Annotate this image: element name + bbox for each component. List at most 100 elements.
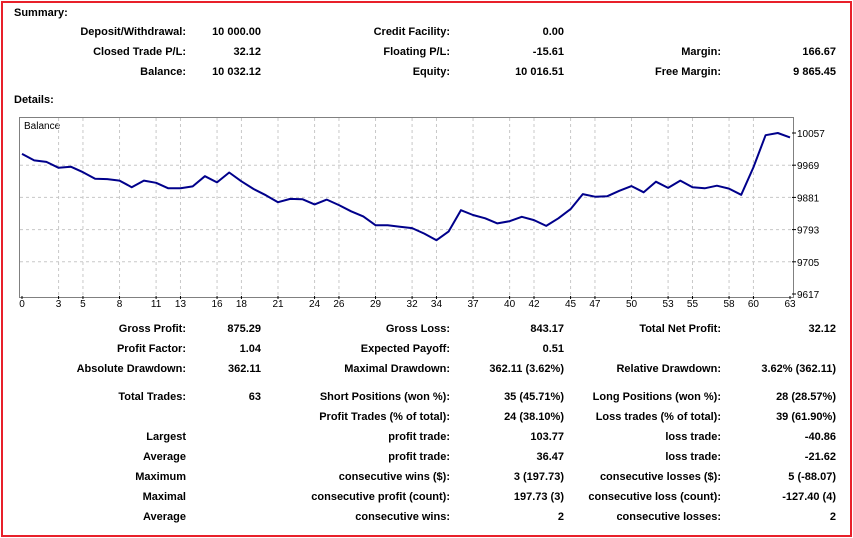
margin-label: Margin: [681,46,721,58]
detail-label-col1: Largest [146,431,186,443]
x-tick-label: 11 [151,299,162,310]
detail-label-col1: Gross Profit: [118,323,186,335]
details-title: Details: [14,94,54,106]
detail-value-col1: 1.04 [239,343,261,355]
x-tick-label: 18 [236,299,248,310]
x-tick-label: 63 [784,299,796,310]
detail-value-col2: 36.47 [536,451,564,463]
detail-value-col2: 0.51 [542,343,564,355]
detail-value-col3: 5 (-88.07) [788,471,836,483]
detail-value-col3: 28 (28.57%) [776,391,836,403]
closed-trade-pl-value: 32.12 [233,46,261,58]
detail-label-col2: consecutive wins: [355,511,450,523]
equity-value: 10 016.51 [515,66,564,78]
detail-label-col2: consecutive profit (count): [311,491,450,503]
detail-label-col2: profit trade: [388,451,450,463]
balance-line [21,132,791,242]
detail-value-col1: 63 [248,391,261,403]
detail-value-col1: 362.11 [227,363,261,375]
detail-label-col3: consecutive losses ($): [599,471,721,483]
y-tick-label: 9617 [797,290,820,301]
detail-label-col2: Expected Payoff: [360,343,450,355]
y-tick-label: 10057 [797,129,825,140]
detail-label-col2: Gross Loss: [385,323,450,335]
x-tick-label: 26 [333,299,345,310]
detail-value-col2: 35 (45.71%) [504,391,564,403]
floating-pl-value: -15.61 [532,46,564,58]
x-tick-label: 34 [431,299,443,310]
x-tick-label: 53 [663,299,675,310]
detail-label-col1: Maximum [135,471,186,483]
detail-label-col3: Relative Drawdown: [616,363,721,375]
detail-label-col1: Absolute Drawdown: [76,363,186,375]
x-tick-label: 16 [211,299,223,310]
equity-label: Equity: [412,66,450,78]
chart-title: Balance [24,121,61,132]
detail-label-col1: Total Trades: [118,391,186,403]
detail-label-col2: Maximal Drawdown: [344,363,450,375]
y-tick-label: 9705 [797,258,820,269]
credit-facility-label: Credit Facility: [373,26,450,38]
detail-label-col3: Long Positions (won %): [592,391,721,403]
detail-value-col3: 2 [829,511,836,523]
detail-label-col1: Average [142,451,186,463]
balance-chart-svg: Balance 0 3 5 8 11 13 16 18 21 24 26 29 32 34 37 40 42 45… [19,118,825,310]
x-tick-label: 47 [589,299,601,310]
closed-trade-pl-label: Closed Trade P/L: [93,46,186,58]
balance-chart [19,117,794,298]
detail-value-col3: -21.62 [804,451,836,463]
detail-value-col2: 24 (38.10%) [504,411,564,423]
detail-value-col3: -40.86 [804,431,836,443]
x-tick-label: 13 [175,299,187,310]
balance-label: Balance: [140,66,186,78]
x-tick-label: 29 [370,299,382,310]
detail-value-col3: 32.12 [808,323,836,335]
x-tick-label: 50 [626,299,638,310]
margin-value: 166.67 [802,46,836,58]
x-tick-label: 60 [748,299,760,310]
x-tick-label: 5 [80,299,86,310]
detail-label-col3: Loss trades (% of total): [595,411,721,423]
detail-label-col3: consecutive loss (count): [588,491,721,503]
deposit-withdrawal-label: Deposit/Withdrawal: [80,26,186,38]
x-tick-label: 40 [504,299,516,310]
x-tick-label: 55 [687,299,699,310]
detail-value-col3: -127.40 (4) [782,491,836,503]
y-tick-label: 9881 [797,193,820,204]
y-tick-label: 9793 [797,226,820,237]
x-tick-label: 45 [565,299,577,310]
detail-label-col1: Average [142,511,186,523]
x-tick-label: 58 [723,299,735,310]
free-margin-label: Free Margin: [654,66,721,78]
detail-value-col2: 103.77 [530,431,564,443]
x-tick-label: 42 [528,299,540,310]
detail-value-col1: 875.29 [227,323,261,335]
free-margin-value: 9 865.45 [793,66,836,78]
detail-label-col3: loss trade: [665,431,721,443]
y-tick-label: 9969 [797,161,820,172]
detail-value-col3: 39 (61.90%) [776,411,836,423]
detail-label-col1: Profit Factor: [116,343,186,355]
detail-label-col2: Short Positions (won %): [319,391,450,403]
detail-label-col2: consecutive wins ($): [338,471,450,483]
detail-label-col1: Maximal [142,491,186,503]
credit-facility-value: 0.00 [542,26,564,38]
x-tick-label: 8 [117,299,123,310]
detail-label-col3: Total Net Profit: [639,323,721,335]
detail-label-col3: consecutive losses: [616,511,721,523]
detail-value-col2: 362.11 (3.62%) [489,363,564,375]
floating-pl-label: Floating P/L: [383,46,450,58]
summary-title: Summary: [14,7,68,19]
detail-value-col2: 2 [557,511,564,523]
detail-label-col2: Profit Trades (% of total): [319,411,450,423]
x-tick-label: 24 [309,299,321,310]
x-tick-label: 3 [56,299,62,310]
detail-label-col2: profit trade: [388,431,450,443]
deposit-withdrawal-value: 10 000.00 [212,26,261,38]
x-tick-label: 0 [19,299,25,310]
detail-value-col2: 197.73 (3) [513,491,564,503]
detail-value-col3: 3.62% (362.11) [761,363,836,375]
detail-value-col2: 3 (197.73) [513,471,564,483]
x-tick-label: 37 [467,299,479,310]
